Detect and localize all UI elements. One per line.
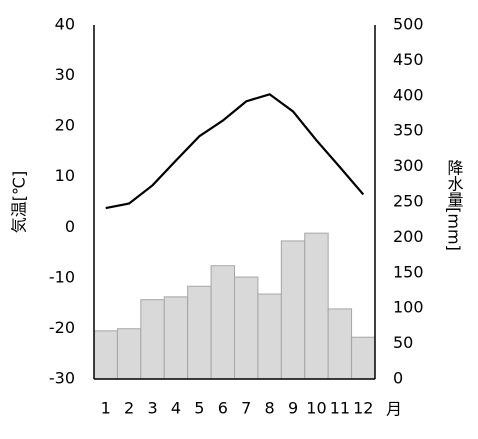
y2-axis-label: 降水量[mm] xyxy=(445,159,464,251)
bar xyxy=(116,328,142,380)
bar xyxy=(351,336,376,380)
bar xyxy=(93,330,118,380)
bar xyxy=(210,265,235,380)
y2-tick-label: 300 xyxy=(393,156,424,175)
y2-tick-label: 200 xyxy=(393,227,424,246)
x-tick-label: 6 xyxy=(218,399,228,418)
y-tick-label: 40 xyxy=(55,15,75,34)
y-tick-label: 20 xyxy=(55,116,75,135)
y2-tick-label: 250 xyxy=(393,192,424,211)
y-tick-label: 10 xyxy=(55,166,75,185)
x-axis-label: 月 xyxy=(386,400,402,419)
y-tick-label: 30 xyxy=(55,65,75,84)
y2-tick-label: 50 xyxy=(393,333,413,352)
x-tick-label: 9 xyxy=(288,399,298,418)
x-tick-label: 1 xyxy=(101,399,111,418)
bar xyxy=(257,293,282,380)
x-tick-label: 12 xyxy=(353,399,373,418)
bar xyxy=(280,240,306,380)
x-tick-label: 4 xyxy=(171,399,181,418)
y2-tick-label: 350 xyxy=(393,121,424,140)
y2-tick-label: 150 xyxy=(393,262,424,281)
x-tick-label: 11 xyxy=(330,399,350,418)
line xyxy=(105,93,365,210)
x-tick-label: 2 xyxy=(124,399,134,418)
bar xyxy=(327,308,353,380)
x-tick-label: 8 xyxy=(265,399,275,418)
bar xyxy=(140,299,165,380)
y2-tick-label: 500 xyxy=(393,15,424,34)
bar xyxy=(234,276,259,380)
y-tick-label: -10 xyxy=(49,267,75,286)
bar xyxy=(304,232,329,380)
x-tick-label: 10 xyxy=(306,399,326,418)
bar xyxy=(187,285,212,380)
y-axis-label: 気温[℃] xyxy=(10,171,29,233)
y2-tick-label: 0 xyxy=(393,369,403,388)
x-tick-label: 5 xyxy=(194,399,204,418)
y-tick-label: 0 xyxy=(65,217,75,236)
y-tick-label: -30 xyxy=(49,369,75,388)
y2-tick-label: 100 xyxy=(393,298,424,317)
y2-tick-label: 400 xyxy=(393,85,424,104)
x-tick-label: 3 xyxy=(147,399,157,418)
bar xyxy=(163,296,189,380)
y-tick-label: -20 xyxy=(49,318,75,337)
y2-tick-label: 450 xyxy=(393,50,424,69)
x-tick-label: 7 xyxy=(241,399,251,418)
